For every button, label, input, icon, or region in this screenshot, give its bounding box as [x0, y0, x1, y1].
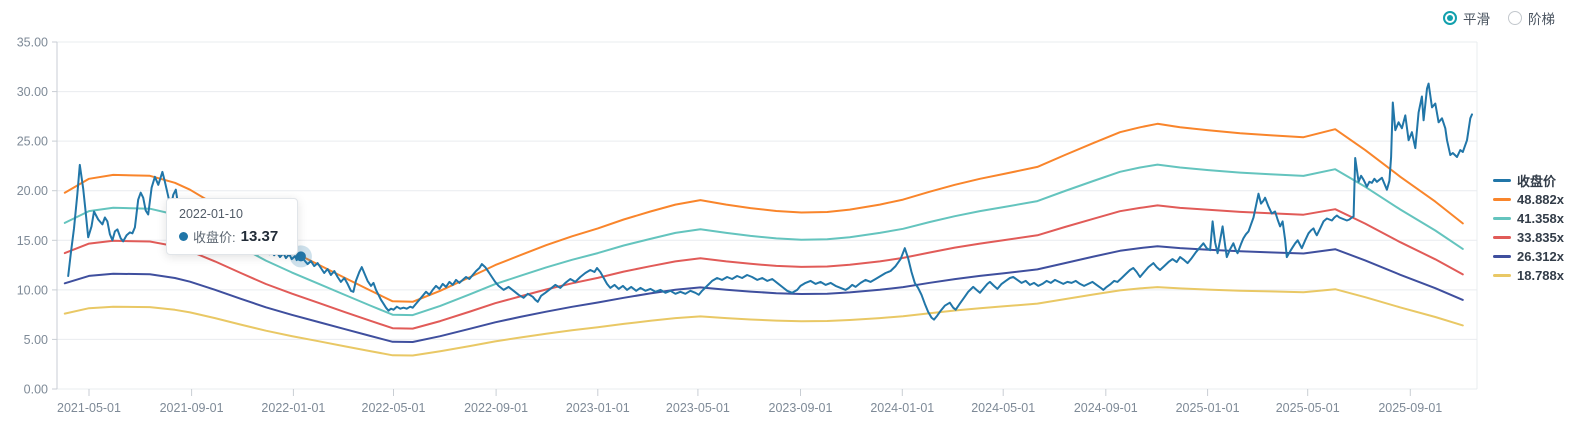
y-axis-label: 0.00 — [24, 383, 48, 397]
x-axis-label: 2023-05-01 — [666, 401, 730, 415]
x-axis-label: 2022-09-01 — [464, 401, 528, 415]
tooltip-row: 收盘价: 13.37 — [179, 227, 285, 246]
chart-tooltip: 2022-01-10 收盘价: 13.37 — [166, 198, 298, 255]
legend-line-icon — [1493, 216, 1511, 220]
legend-label: 18.788x — [1517, 267, 1564, 283]
tooltip-value: 13.37 — [240, 228, 279, 245]
y-axis-label: 35.00 — [17, 36, 48, 50]
legend-item-band-33-835x[interactable]: 33.835x — [1493, 229, 1564, 245]
radio-unselected-icon[interactable] — [1508, 11, 1522, 25]
x-axis-label: 2024-01-01 — [870, 401, 934, 415]
legend-line-icon — [1493, 197, 1511, 201]
y-axis-label: 30.00 — [17, 85, 48, 99]
legend-label: 收盘价 — [1517, 173, 1557, 189]
y-axis-label: 25.00 — [17, 135, 48, 149]
tooltip-series-label: 收盘价: — [193, 230, 236, 245]
x-axis-label: 2025-09-01 — [1378, 401, 1442, 415]
legend-line-icon — [1493, 273, 1511, 277]
y-axis-label: 15.00 — [17, 234, 48, 248]
legend-item-band-26-312x[interactable]: 26.312x — [1493, 248, 1564, 264]
series-line-band-26-312x — [63, 245, 1464, 343]
x-axis-label: 2025-01-01 — [1176, 401, 1240, 415]
series-line-band-41-358x — [63, 163, 1464, 317]
tooltip-date: 2022-01-10 — [179, 207, 243, 221]
legend-line-icon — [1493, 178, 1511, 182]
legend-label: 33.835x — [1517, 229, 1564, 245]
legend-line-icon — [1493, 254, 1511, 258]
legend-item-close-price[interactable]: 收盘价 — [1493, 173, 1564, 189]
x-axis-label: 2025-05-01 — [1276, 401, 1340, 415]
x-axis-label: 2022-05-01 — [362, 401, 426, 415]
legend-label: 48.882x — [1517, 191, 1564, 207]
legend-item-band-18-788x[interactable]: 18.788x — [1493, 267, 1564, 283]
series-line-band-33-835x — [63, 204, 1464, 330]
radio-label-step: 阶梯 — [1528, 12, 1555, 27]
line-style-radio-group: 平滑 阶梯 — [1443, 8, 1555, 28]
radio-option-step[interactable]: 阶梯 — [1508, 8, 1555, 28]
x-axis-label: 2021-05-01 — [57, 401, 121, 415]
legend-item-band-48-882x[interactable]: 48.882x — [1493, 191, 1564, 207]
y-axis-label: 20.00 — [17, 184, 48, 198]
x-axis-label: 2022-01-01 — [261, 401, 325, 415]
radio-option-smooth[interactable]: 平滑 — [1443, 8, 1490, 28]
legend-item-band-41-358x[interactable]: 41.358x — [1493, 210, 1564, 226]
radio-selected-icon[interactable] — [1443, 11, 1457, 25]
highlight-point[interactable] — [295, 251, 306, 262]
series-dot-icon — [179, 232, 188, 241]
x-axis-label: 2024-09-01 — [1074, 401, 1138, 415]
x-axis-label: 2024-05-01 — [971, 401, 1035, 415]
radio-label-smooth: 平滑 — [1463, 12, 1490, 27]
y-axis-label: 10.00 — [17, 283, 48, 297]
legend-line-icon — [1493, 235, 1511, 239]
y-axis-label: 5.00 — [24, 333, 48, 347]
legend-label: 41.358x — [1517, 210, 1564, 226]
x-axis-label: 2021-09-01 — [160, 401, 224, 415]
legend-label: 26.312x — [1517, 248, 1564, 264]
chart-legend: 收盘价 48.882x 41.358x 33.835x 26.312x 18.788x — [1493, 173, 1564, 283]
x-axis-label: 2023-09-01 — [769, 401, 833, 415]
series-line-band-18-788x — [63, 286, 1464, 357]
x-axis-label: 2023-01-01 — [566, 401, 630, 415]
